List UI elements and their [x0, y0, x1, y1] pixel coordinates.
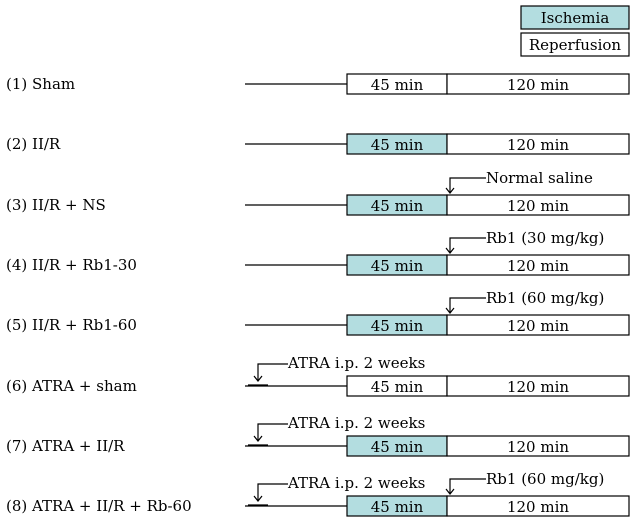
treatment-annotation: Rb1 (60 mg/kg): [486, 470, 604, 488]
legend-ischemia-swatch: [520, 5, 630, 30]
ischemia-duration-label: 45 min: [371, 197, 424, 215]
group-label: (7) ATRA + II/R: [6, 437, 125, 455]
treatment-arrow-line: [449, 237, 486, 253]
group-label: (6) ATRA + sham: [6, 377, 137, 395]
reperfusion-box: [446, 133, 630, 155]
ischemia-duration-label: 45 min: [371, 498, 424, 516]
reperfusion-box: [446, 314, 630, 336]
treatment-annotation: Normal saline: [486, 169, 593, 187]
group-row: (4) II/R + Rb1-30 45 min 120 min Rb1 (30 mg…: [6, 229, 630, 276]
ischemia-duration-label: 45 min: [371, 136, 424, 154]
pre-arrow-head: [253, 495, 263, 502]
group-label: (3) II/R + NS: [6, 196, 106, 214]
reperfusion-box: [446, 194, 630, 216]
reperfusion-box: [446, 73, 630, 95]
group-label: (1) Sham: [6, 75, 75, 93]
reperfusion-duration-label: 120 min: [507, 136, 569, 154]
reperfusion-box: [446, 435, 630, 457]
pre-arrow-head: [253, 375, 263, 382]
ischemia-duration-label: 45 min: [371, 317, 424, 335]
group-row: (5) II/R + Rb1-60 45 min 120 min Rb1 (60 mg…: [6, 289, 630, 336]
reperfusion-duration-label: 120 min: [507, 197, 569, 215]
group-row: (1) Sham 45 min 120 min: [6, 73, 630, 95]
reperfusion-duration-label: 120 min: [507, 438, 569, 456]
legend: Ischemia Reperfusion: [520, 5, 630, 57]
group-row: (7) ATRA + II/R 45 min 120 min ATRA i.p. 2 …: [6, 414, 630, 457]
treatment-arrow-head: [445, 307, 455, 314]
ischemia-duration-label: 45 min: [371, 257, 424, 275]
legend-ischemia-label: Ischemia: [541, 9, 610, 27]
treatment-arrow-head: [445, 247, 455, 254]
group-label: (2) II/R: [6, 135, 61, 153]
pre-arrow-line: [257, 423, 288, 441]
reperfusion-duration-label: 120 min: [507, 317, 569, 335]
pre-treatment-annotation: ATRA i.p. 2 weeks: [287, 474, 425, 492]
pre-arrow-line: [257, 483, 288, 501]
group-row: (8) ATRA + II/R + Rb-60 45 min 120 min Rb1 …: [6, 470, 630, 517]
reperfusion-duration-label: 120 min: [507, 378, 569, 396]
legend-reperfusion-swatch: [520, 32, 630, 57]
treatment-annotation: Rb1 (30 mg/kg): [486, 229, 604, 247]
reperfusion-duration-label: 120 min: [507, 76, 569, 94]
group-row: (6) ATRA + sham 45 min 120 min ATRA i.p. 2 …: [6, 354, 630, 397]
reperfusion-box: [446, 375, 630, 397]
ischemia-duration-label: 45 min: [371, 378, 424, 396]
treatment-arrow-head: [445, 187, 455, 194]
legend-reperfusion-label: Reperfusion: [529, 36, 622, 54]
pre-arrow-line: [257, 363, 288, 381]
pre-treatment-annotation: ATRA i.p. 2 weeks: [287, 354, 425, 372]
pre-arrow-head: [253, 435, 263, 442]
treatment-annotation: Rb1 (60 mg/kg): [486, 289, 604, 307]
pre-treatment-annotation: ATRA i.p. 2 weeks: [287, 414, 425, 432]
group-label: (5) II/R + Rb1-60: [6, 316, 137, 334]
treatment-arrow-line: [449, 297, 486, 313]
reperfusion-duration-label: 120 min: [507, 498, 569, 516]
treatment-arrow-line: [449, 478, 486, 494]
treatment-arrow-line: [449, 177, 486, 193]
group-rows: (1) Sham 45 min 120 min (2) II/R 45 min 120 m…: [6, 73, 630, 517]
reperfusion-box: [446, 495, 630, 517]
group-row: (2) II/R 45 min 120 min: [6, 133, 630, 155]
ischemia-duration-label: 45 min: [371, 76, 424, 94]
group-label: (8) ATRA + II/R + Rb-60: [6, 497, 192, 515]
ischemia-duration-label: 45 min: [371, 438, 424, 456]
group-label: (4) II/R + Rb1-30: [6, 256, 137, 274]
reperfusion-box: [446, 254, 630, 276]
reperfusion-duration-label: 120 min: [507, 257, 569, 275]
treatment-arrow-head: [445, 488, 455, 495]
group-row: (3) II/R + NS 45 min 120 min Normal saline: [6, 169, 630, 216]
